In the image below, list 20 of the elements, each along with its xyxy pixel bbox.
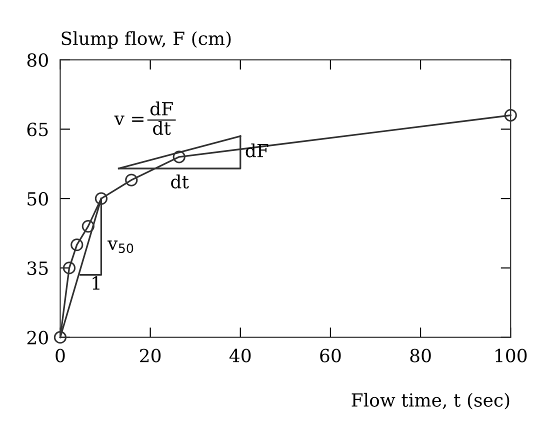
annotation: dt bbox=[153, 120, 171, 135]
x-tick-label: 20 bbox=[140, 348, 161, 362]
y-tick-label: 80 bbox=[27, 53, 48, 67]
y-tick-label: 35 bbox=[28, 261, 48, 276]
x-tick-label: 80 bbox=[410, 348, 431, 362]
x-tick-label: 100 bbox=[496, 348, 527, 362]
y-tick-label: 20 bbox=[27, 330, 48, 344]
annotation: v$_{50}$ bbox=[107, 240, 134, 254]
x-axis-title: Flow time, t (sec) bbox=[352, 392, 510, 410]
x-tick-label: 40 bbox=[229, 348, 251, 362]
annotation: 1 bbox=[92, 276, 100, 290]
annotation: dF bbox=[150, 102, 173, 116]
y-tick-label: 50 bbox=[28, 192, 48, 206]
x-tick-label: 60 bbox=[320, 348, 341, 362]
annotation: dF bbox=[246, 143, 268, 158]
y-tick-label: 65 bbox=[27, 122, 48, 136]
annotation: v = bbox=[114, 116, 144, 125]
x-tick-label: 0 bbox=[56, 348, 65, 362]
annotation: dt bbox=[171, 174, 189, 189]
y-axis-title: Slump flow, F (cm) bbox=[62, 31, 231, 49]
